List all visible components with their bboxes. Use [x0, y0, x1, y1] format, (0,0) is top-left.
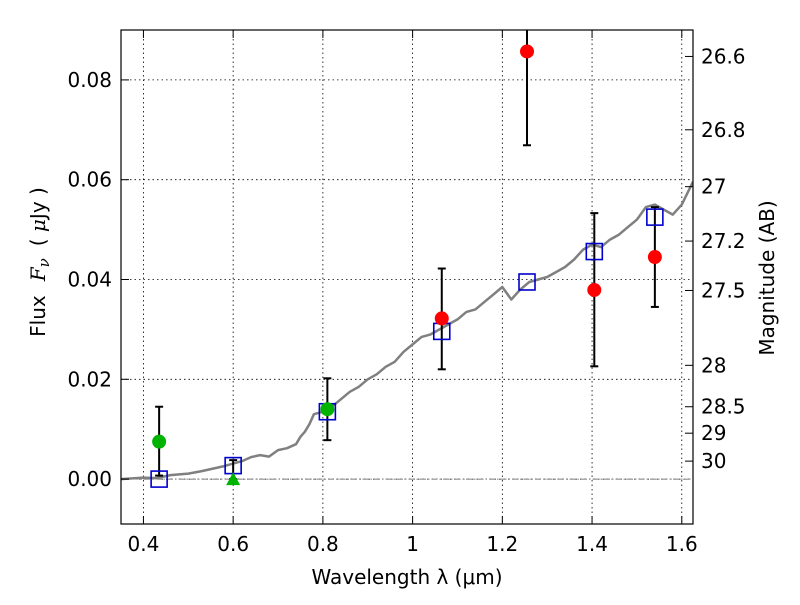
upper-limit-triangle	[226, 472, 241, 486]
measured-flux-point	[587, 282, 602, 297]
magnitude-tick-label: 26.6	[701, 44, 746, 68]
x-tick-label: 1.2	[486, 532, 518, 556]
y-tick-label: 0.06	[67, 168, 112, 192]
measured-flux-point	[320, 402, 335, 417]
x-axis-ticks: 0.4 0.6 0.8 1 1.2 1.4 1.6	[128, 30, 698, 556]
magnitude-tick-label: 26.8	[701, 118, 746, 142]
ylabel-unit-rest: Jy )	[26, 187, 50, 221]
ylabel-unit-mu: μ	[26, 219, 50, 232]
ylabel-symbol: F	[26, 266, 50, 282]
ylabel-prefix: Flux	[26, 295, 50, 337]
magnitude-tick-label: 28	[701, 353, 726, 377]
magnitude-axis-ticks: 26.6 26.8 27 27.2 27.5 28 28.529 30	[685, 44, 746, 473]
magnitude-tick-label: 27.5	[701, 278, 746, 302]
x-tick-label: 0.6	[217, 532, 249, 556]
magnitude-tick-label: 30	[701, 449, 726, 473]
magnitude-tick-label: 27.2	[701, 229, 746, 253]
plot-frame	[120, 29, 694, 525]
magnitude-tick-label: 28.5	[701, 395, 746, 419]
measured-flux-point	[152, 434, 167, 449]
model-photometry-square	[518, 273, 536, 291]
measured-flux-point	[647, 250, 662, 265]
x-tick-label: 1	[406, 532, 419, 556]
y-axis-ticks: 0.00 0.02 0.04 0.06 0.08	[67, 68, 129, 491]
magnitude-tick-label: 27	[701, 175, 726, 199]
grid	[121, 30, 693, 524]
x-tick-label: 1.4	[576, 532, 608, 556]
x-tick-label: 0.4	[128, 532, 160, 556]
y-tick-label: 0.02	[67, 367, 112, 391]
measured-flux-point	[520, 44, 535, 59]
model-photometry-square	[150, 470, 168, 488]
model-spectrum-layer	[121, 181, 693, 481]
x-axis-label: Wavelength λ (μm)	[311, 565, 502, 589]
y-tick-label: 0.08	[67, 68, 112, 92]
y-axis-label-right: Magnitude (AB)	[755, 200, 779, 355]
markers-layer	[150, 44, 664, 488]
y-axis-label-left: Flux Fν ( μJy )	[26, 187, 53, 337]
y-tick-label: 0.04	[67, 267, 112, 291]
model-photometry-square	[585, 242, 604, 261]
measured-flux-point	[434, 311, 449, 326]
model-spectrum-line	[121, 181, 693, 481]
x-tick-label: 1.6	[666, 532, 698, 556]
model-photometry-square	[646, 208, 664, 226]
error-bars-layer	[155, 30, 659, 481]
magnitude-tick-label: 29	[701, 421, 726, 445]
y-tick-label: 0.00	[67, 467, 112, 491]
ylabel-subscript: ν	[35, 258, 53, 267]
ylabel-unit-open: (	[26, 232, 50, 246]
x-tick-label: 0.8	[307, 532, 339, 556]
